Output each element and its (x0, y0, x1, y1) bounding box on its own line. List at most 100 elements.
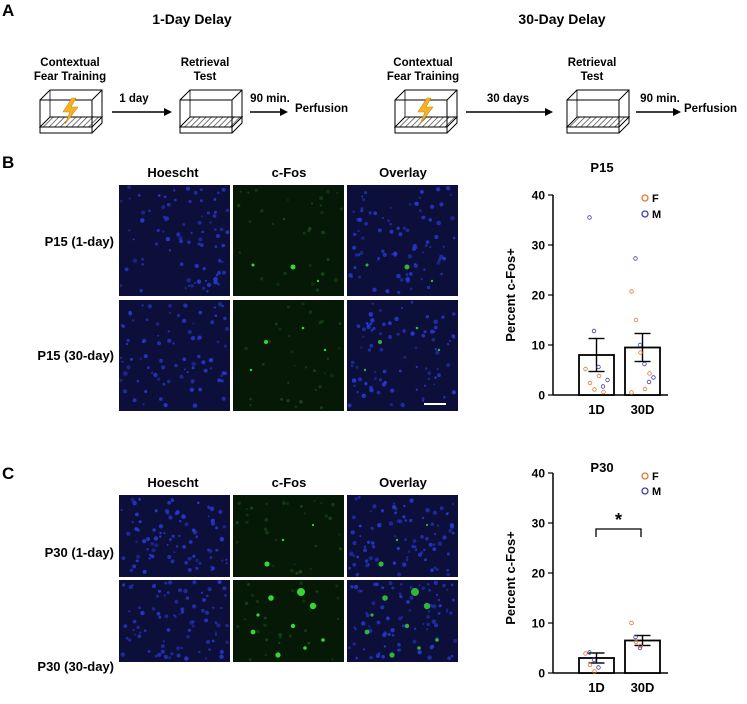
y-tick-label: 0 (538, 667, 545, 681)
shock-bolt-icon (62, 97, 79, 125)
significance-star: * (615, 510, 622, 530)
data-point-male (605, 377, 610, 383)
data-point-female (633, 639, 639, 645)
data-point-male (637, 342, 643, 348)
row-label-p30-1day: P30 (1-day) (45, 545, 114, 560)
arrow-head-icon (545, 108, 553, 116)
data-point-male (646, 379, 652, 385)
y-axis-label: Percent c-Fos+ (503, 248, 518, 342)
panel-b-label: B (2, 153, 14, 172)
one-day-delay-schematic: Contextual Fear Training 1 day Retrieval… (34, 57, 348, 134)
data-point-female (638, 350, 643, 355)
data-point-male (633, 634, 638, 640)
ninety-min-label: 90 min. (250, 93, 290, 105)
column-header-overlay: Overlay (379, 475, 427, 490)
data-point-female (587, 662, 593, 668)
training-chamber-icon (393, 89, 459, 134)
y-tick-label: 10 (532, 339, 546, 353)
column-header-cfos: c-Fos (272, 475, 307, 490)
micrograph-grid-b (119, 185, 458, 411)
overlay-image (347, 495, 458, 577)
ninety-min-label: 90 min. (640, 93, 680, 105)
column-header-hoechst: Hoescht (147, 475, 199, 490)
y-tick-label: 40 (532, 467, 546, 481)
data-point-female (583, 651, 588, 656)
row-label-p30-30day: P30 (30-day) (37, 659, 114, 674)
data-point-male (637, 645, 643, 651)
hoechst-image (119, 300, 230, 411)
y-axis-label: Percent c-Fos+ (503, 531, 518, 625)
retrieval-chamber-icon (178, 89, 244, 134)
bar-chart-p30: P30 Percent c-Fos+ 0 10 20 30 40 1D 30D FM * (503, 460, 668, 695)
data-point-female (638, 643, 643, 649)
retrieval-label-line1: Retrieval (181, 57, 230, 69)
perfusion-label: Perfusion (295, 103, 348, 115)
legend-marker-female (641, 472, 649, 480)
delay-arrow-label: 1 day (119, 93, 149, 105)
y-tick-label: 10 (532, 617, 546, 631)
chart-title: P30 (590, 460, 613, 475)
hoechst-image (119, 185, 230, 296)
y-tick-label: 40 (532, 189, 546, 203)
x-tick-label: 1D (588, 402, 605, 417)
retrieval-label-line1: Retrieval (568, 57, 617, 69)
column-header-overlay: Overlay (379, 165, 427, 180)
data-point-female (629, 289, 634, 294)
panel-a-label: A (2, 1, 14, 20)
data-point-male (651, 375, 656, 380)
legend-marker-female (641, 194, 649, 202)
legend-marker-male (641, 487, 649, 495)
bar-chart-p15: P15 Percent c-Fos+ 0 10 20 30 40 1D 30D FM (503, 160, 668, 417)
perfusion-label: Perfusion (684, 103, 737, 115)
data-point-male (596, 364, 601, 370)
y-tick-label: 20 (532, 289, 546, 303)
legend-label-male: M (652, 486, 661, 498)
thirty-day-delay-title: 30-Day Delay (518, 11, 605, 27)
thirty-day-delay-schematic: Contextual Fear Training 30 days Retriev… (387, 57, 737, 134)
y-tick-label: 0 (538, 389, 545, 403)
training-label-line2: Fear Training (34, 71, 106, 83)
data-point-female (592, 387, 597, 392)
data-point-female (583, 366, 588, 372)
x-tick-label: 30D (631, 402, 655, 417)
delay-arrow-label: 30 days (487, 93, 529, 105)
cfos-image (233, 495, 344, 577)
data-point-female (629, 620, 634, 626)
legend-label-male: M (652, 209, 661, 221)
training-chamber-icon (38, 89, 104, 134)
overlay-image (347, 580, 458, 662)
significance-bracket (595, 528, 642, 537)
shock-bolt-icon (417, 97, 434, 125)
one-day-delay-title: 1-Day Delay (152, 11, 232, 27)
data-point-female (647, 371, 652, 376)
data-point-male (600, 384, 606, 389)
data-point-female (629, 390, 634, 395)
arrow-head-icon (673, 108, 681, 116)
data-point-female (592, 669, 597, 674)
x-tick-label: 1D (588, 680, 605, 695)
legend-label-female: F (652, 471, 659, 483)
y-tick-label: 30 (532, 517, 546, 531)
overlay-image (347, 185, 458, 296)
y-tick-label: 20 (532, 567, 546, 581)
data-point-female (601, 389, 606, 395)
data-point-male (591, 328, 597, 334)
cfos-image (233, 185, 344, 296)
cfos-image (233, 580, 344, 662)
column-header-cfos: c-Fos (272, 165, 307, 180)
data-point-female (642, 386, 648, 392)
chart-title: P15 (590, 160, 613, 175)
data-point-female (587, 380, 593, 386)
column-header-hoechst: Hoescht (147, 165, 199, 180)
x-tick-label: 30D (631, 680, 655, 695)
data-point-male (591, 657, 597, 663)
data-point-male (633, 256, 638, 261)
data-point-male (587, 650, 592, 655)
hoechst-image (119, 495, 230, 577)
micrograph-grid-c (119, 495, 458, 662)
panel-c-label: C (2, 464, 14, 483)
hoechst-image (119, 580, 230, 662)
retrieval-chamber-icon (565, 89, 631, 134)
row-label-p15-1day: P15 (1-day) (45, 234, 114, 249)
data-point-female (596, 373, 602, 379)
